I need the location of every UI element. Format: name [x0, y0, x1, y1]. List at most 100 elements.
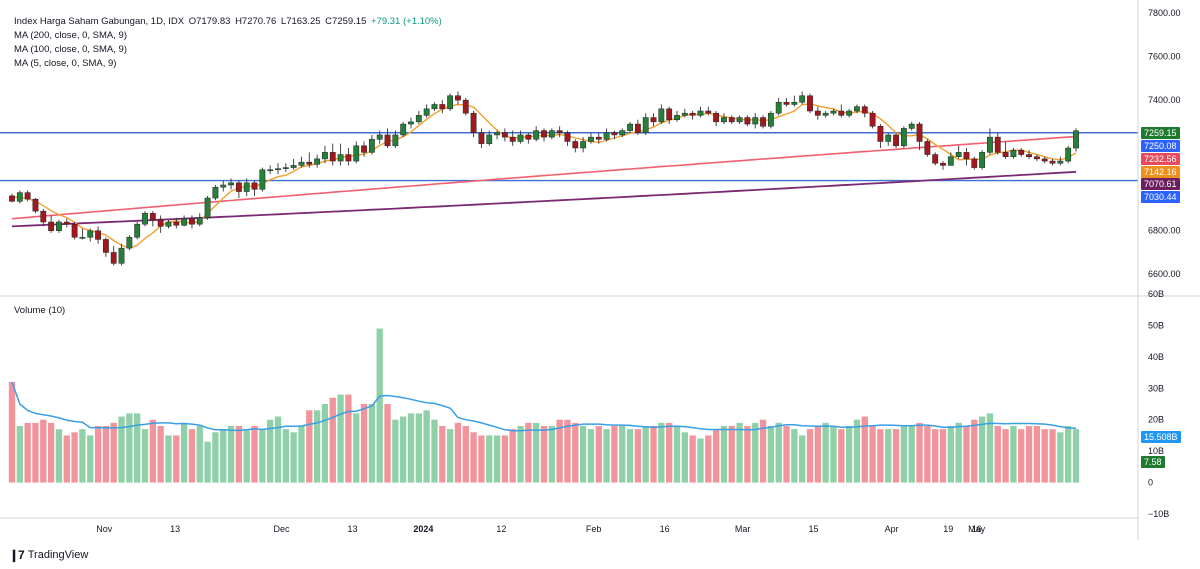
brand[interactable]: ❙7 TradingView [9, 548, 88, 562]
volume-bar [548, 426, 555, 483]
volume-bar [924, 426, 931, 483]
volume-bar [337, 394, 344, 483]
candle-body [932, 154, 939, 164]
candle-body [940, 162, 946, 166]
candle-body [728, 117, 735, 123]
volume-bar [978, 416, 986, 483]
candle-body [791, 102, 798, 105]
candle-body [1049, 160, 1056, 164]
time-tick-label: 16 [972, 524, 982, 534]
volume-bar [71, 432, 78, 483]
time-tick-label: 15 [809, 524, 819, 534]
time-tick-label: 19 [943, 524, 953, 534]
volume-bar [806, 429, 814, 483]
candle-body [196, 217, 203, 225]
time-tick-label: Nov [96, 524, 113, 534]
axes: 7800.00 7600.00 7400.00 6800.00 6600.00 60B 50… [0, 0, 1200, 540]
candle-body [243, 182, 250, 192]
candle-body [611, 132, 618, 136]
candle-body [157, 219, 164, 227]
volume-bar [619, 426, 626, 483]
price-tick-label: 7400.00 [1148, 95, 1181, 105]
time-tick-label: Mar [735, 524, 751, 534]
candle-body [752, 117, 759, 125]
volume-bar [259, 429, 266, 483]
volume-bar [282, 429, 289, 483]
volume-bar [384, 404, 391, 483]
volume-bar [673, 426, 681, 483]
volume-bar [79, 429, 86, 483]
volume-bar [947, 426, 954, 483]
candle-body [16, 192, 23, 202]
volume-bar [439, 426, 446, 483]
candle-body [110, 252, 117, 264]
volume-bar [290, 432, 297, 483]
volume-bar [1041, 429, 1048, 483]
candle-body [392, 134, 399, 147]
candle-body [830, 110, 837, 114]
volume-bar [705, 435, 712, 483]
volume-bar [134, 413, 141, 483]
volume-bar [423, 410, 430, 483]
volume-bar [736, 422, 743, 483]
volume-bar [486, 435, 493, 483]
volume-bar [509, 429, 516, 483]
candle-body [947, 156, 954, 166]
candle-body [556, 130, 563, 134]
volume-bar [368, 404, 376, 483]
volume-bar [376, 328, 383, 483]
volume-bar [196, 426, 203, 483]
candle-body [721, 117, 727, 123]
candle-body [353, 145, 360, 162]
volume-bar [658, 422, 665, 483]
price-tick-label: 7600.00 [1148, 52, 1181, 62]
volume-bar [689, 435, 696, 483]
volume-bar [642, 426, 649, 483]
candle-body [494, 132, 500, 136]
low-value: L7163.25 [280, 16, 321, 27]
volume-bar [814, 426, 821, 483]
volume-bar [243, 429, 250, 483]
candle-body [979, 152, 986, 168]
candle-body [79, 236, 86, 239]
change-value: +79.31 (+1.10%) [371, 16, 442, 27]
candle-body [893, 134, 899, 147]
volume-bar [462, 426, 469, 483]
candle-body [501, 132, 508, 138]
volume-bar [1033, 426, 1041, 483]
volume-bar [595, 426, 602, 483]
candle-body [900, 128, 907, 147]
candle-body [71, 223, 78, 238]
volume-bar [885, 429, 892, 483]
candle-body [149, 213, 156, 221]
candle-body [87, 230, 94, 238]
candle-body [228, 182, 234, 186]
volume-bar [994, 426, 1001, 483]
candle-body [165, 221, 172, 227]
volume-bar [431, 419, 438, 483]
symbol-title: Index Harga Saham Gabungan, 1D, IDX [14, 16, 185, 27]
candle-body [40, 210, 47, 223]
volume-tick-label: 0 [1148, 478, 1153, 488]
volume-bar [666, 422, 673, 483]
volume-bar [227, 426, 235, 483]
volume-bar [517, 426, 524, 483]
time-tick-label: 16 [660, 524, 670, 534]
volume-bar [1049, 429, 1056, 483]
volume-bar [611, 426, 618, 483]
candle-body [48, 221, 55, 231]
time-tick-label: 2024 [413, 524, 433, 534]
candle-body [509, 136, 516, 142]
candle-body [697, 110, 704, 116]
candle-body [783, 102, 790, 105]
volume-tick-label: 50B [1148, 320, 1164, 330]
candle-body [846, 110, 853, 116]
last-price-tag: 7259.15 [1141, 127, 1180, 139]
volume-bar [1065, 426, 1072, 483]
candle-body [212, 186, 219, 199]
volume-bar [525, 422, 532, 483]
candle-body [126, 236, 133, 249]
time-tick-label: Apr [885, 524, 899, 534]
candle-body [799, 95, 806, 103]
